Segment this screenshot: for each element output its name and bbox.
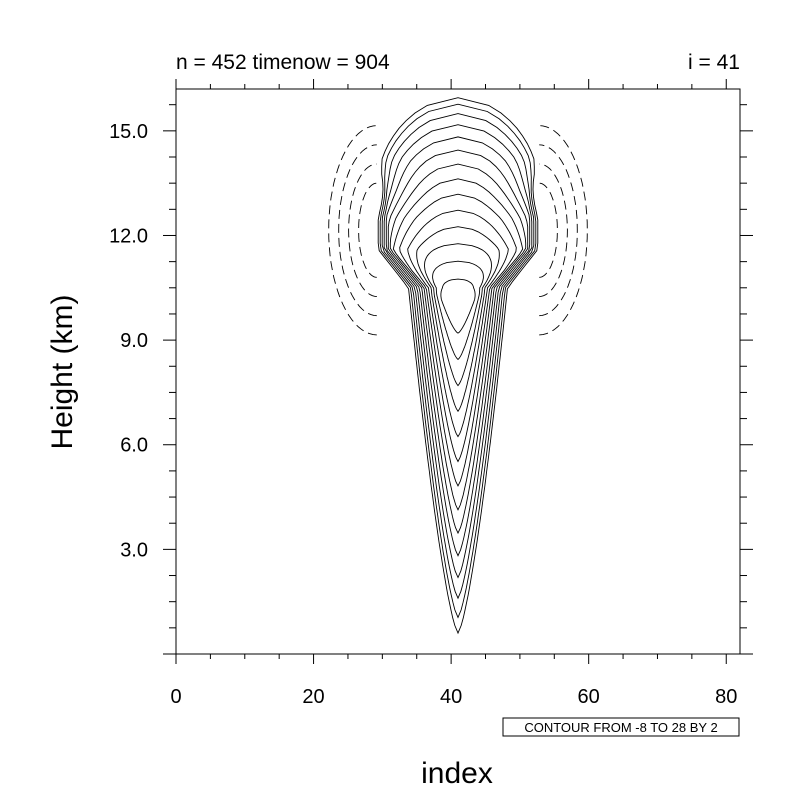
negative-contour-line [348, 163, 377, 297]
axis-ticks [163, 79, 753, 664]
contour-lines [328, 97, 588, 635]
contour-line [385, 136, 531, 557]
axis-tick-labels: 0 20 40 60 80 3.0 6.0 9.0 12.0 15.0 [109, 121, 737, 708]
negative-contour-line [539, 144, 578, 317]
x-tick-label: 0 [170, 686, 181, 708]
x-tick-label: 60 [578, 686, 600, 708]
negative-contour-line [328, 125, 377, 336]
contour-line [383, 124, 533, 579]
y-tick-label: 15.0 [109, 121, 148, 143]
x-tick-label: 80 [715, 686, 737, 708]
y-tick-label: 3.0 [120, 539, 148, 561]
negative-contour-line [539, 125, 588, 336]
contour-line [379, 103, 537, 619]
negative-contour-line [539, 163, 568, 297]
info-box-frame [502, 717, 740, 737]
contour-line [377, 97, 539, 635]
contour-line [440, 278, 476, 334]
contour-info-label: CONTOUR FROM -8 TO 28 BY 2 [524, 720, 717, 735]
negative-contour-line [338, 144, 377, 317]
y-tick-label: 12.0 [109, 225, 148, 247]
x-axis-label: index [421, 757, 493, 790]
contour-line [387, 149, 529, 535]
y-axis-label: Height (km) [46, 294, 79, 449]
contour-line [399, 193, 517, 463]
contour-line [432, 260, 484, 361]
contour-info-box: CONTOUR FROM -8 TO 28 BY 2 [502, 717, 740, 737]
x-tick-label: 20 [302, 686, 324, 708]
title-left: n = 452 timenow = 904 [176, 51, 390, 74]
contour-line [392, 178, 524, 487]
y-tick-label: 6.0 [120, 435, 148, 457]
contour-line [416, 226, 500, 413]
contour-line [381, 113, 535, 600]
x-tick-label: 40 [440, 686, 462, 708]
contour-line [389, 163, 527, 511]
plot-frame [175, 88, 741, 655]
contour-line [424, 243, 492, 387]
contour-line [407, 209, 509, 438]
title-right: i = 41 [688, 51, 740, 74]
y-tick-label: 9.0 [120, 330, 148, 352]
